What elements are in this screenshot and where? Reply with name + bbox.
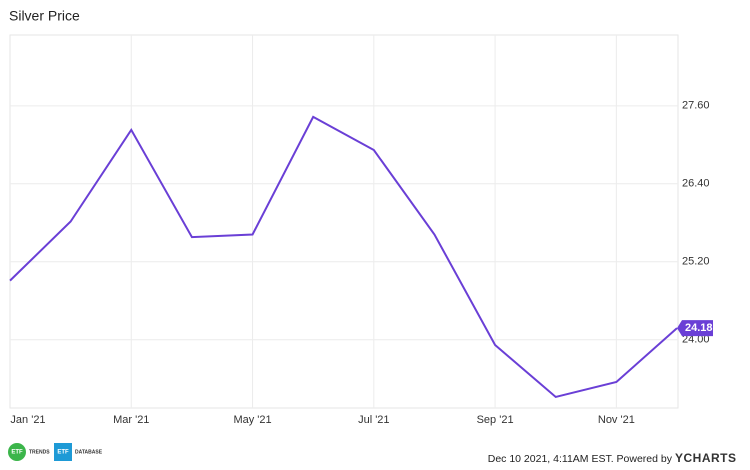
y-tick-label: 26.40: [682, 178, 710, 190]
logo-text: DATABASE: [75, 449, 103, 455]
logo-mark-text: ETF: [11, 450, 23, 456]
logo-mark: [54, 443, 72, 461]
footer: Dec 10 2021, 4:11AM EST. Powered by: [488, 453, 673, 465]
chart-title: Silver Price: [9, 8, 80, 24]
y-tick-label: 24.00: [682, 334, 710, 346]
last-value-tag: [677, 320, 713, 337]
y-tick-label: 25.20: [682, 256, 710, 268]
x-tick-label: Sep '21: [477, 414, 514, 426]
x-tick-label: Jul '21: [358, 414, 389, 426]
x-tick-label: Mar '21: [113, 414, 149, 426]
logo-mark: [8, 443, 26, 461]
logo-text: TRENDS: [29, 449, 50, 455]
logo-mark-text: ETF: [57, 450, 69, 456]
x-tick-label: Nov '21: [598, 414, 635, 426]
last-value-label: 24.18: [685, 322, 713, 334]
x-tick-label: May '21: [233, 414, 271, 426]
x-tick-label: Jan '21: [10, 414, 45, 426]
brand: YCHARTS: [675, 451, 737, 465]
plot-frame: [9, 34, 679, 409]
y-tick-label: 27.60: [682, 100, 710, 112]
line: [9, 115, 678, 399]
